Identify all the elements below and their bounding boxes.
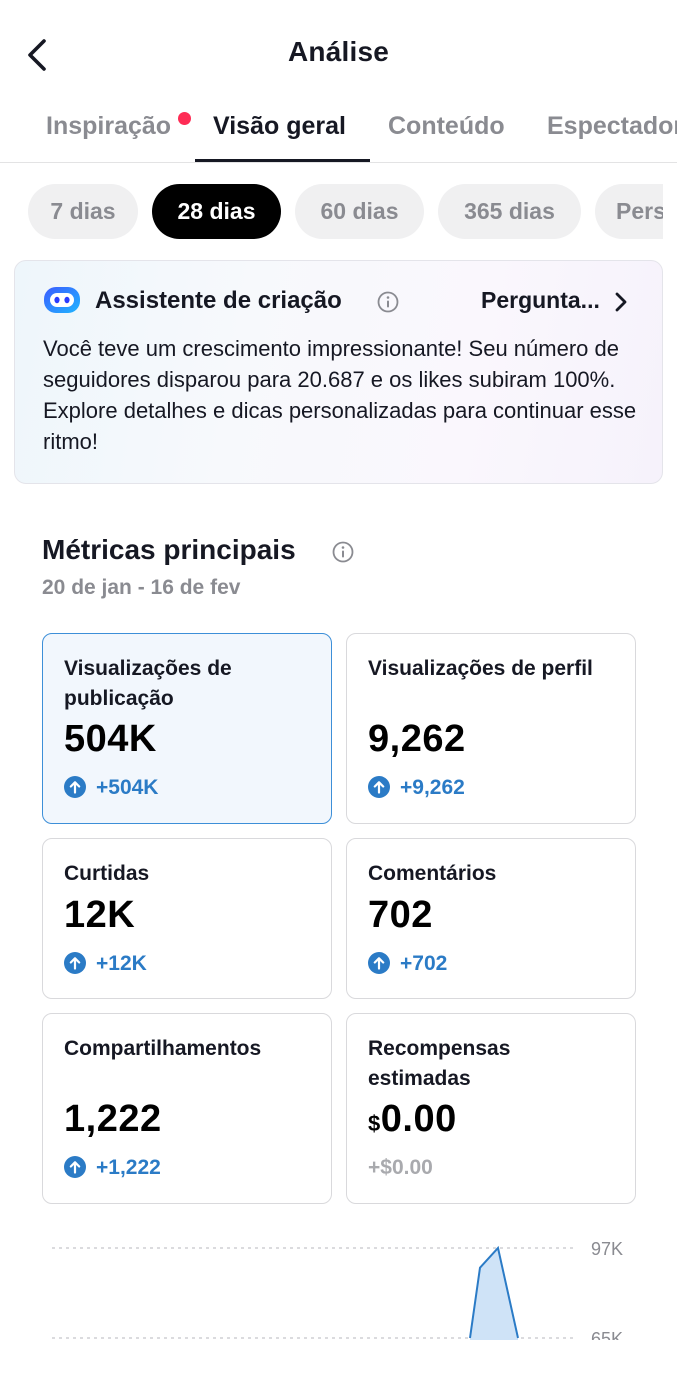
tab-conteudo[interactable]: Conteúdo [388,112,505,140]
page-title: Análise [288,36,389,67]
tab-espectadores[interactable]: Espectadores [547,112,677,140]
chevron-right-icon[interactable] [613,291,629,313]
metric-delta: +$0.00 [368,1156,433,1179]
metric-card-likes[interactable]: Curtidas 12K +12K [42,838,332,999]
metric-delta-value: +1,222 [96,1156,161,1179]
chart-y-tick-label: 65K [591,1329,623,1340]
metric-card-estimated-rewards[interactable]: Recompensas estimadas $0.00 +$0.00 [346,1013,636,1204]
metric-value: 12K [64,894,136,936]
metric-value: 702 [368,894,433,936]
metric-delta-value: +504K [96,776,159,799]
metric-value: 9,262 [368,718,466,760]
chart-series-line [469,1245,519,1339]
active-tab-indicator [195,159,370,162]
period-chip-60-dias[interactable]: 60 dias [295,184,424,239]
metric-label: Visualizações de perfil [368,657,593,680]
creation-assistant-card[interactable]: Assistente de criação Pergunta... Você t… [14,260,663,484]
metric-label: Curtidas [64,862,150,885]
metric-delta: +9,262 [368,776,465,800]
metric-value: $0.00 [368,1098,457,1141]
assistant-bot-icon [44,287,80,313]
metrics-chart: 97K 65K [14,1228,663,1340]
metric-delta: +504K [64,776,158,800]
period-chip-365-dias[interactable]: 365 dias [438,184,581,239]
metric-card-shares[interactable]: Compartilhamentos 1,222 +1,222 [42,1013,332,1204]
period-chip-7-dias[interactable]: 7 dias [28,184,138,239]
chart-area-series [470,1248,518,1340]
metric-label: Visualizações de publicação [64,657,232,710]
metric-value: 1,222 [64,1098,162,1140]
info-icon[interactable] [377,291,399,313]
arrow-up-circle-icon [368,952,390,974]
arrow-up-circle-icon [368,776,390,798]
period-selector: 7 dias 28 dias 60 dias 365 dias Personal… [0,184,663,240]
assistant-title: Assistente de criação [95,287,342,314]
tab-bar: Inspiração Visão geral Conteúdo Espectad… [0,100,677,163]
metric-delta: +1,222 [64,1156,161,1180]
metric-delta: +12K [64,952,147,976]
assistant-message: Você teve um crescimento impressionante!… [43,336,637,454]
metrics-date-range: 20 de jan - 16 de fev [42,576,241,599]
period-chip-personalizado[interactable]: Personalizado [595,184,663,239]
metric-card-profile-views[interactable]: Visualizações de perfil 9,262 +9,262 [346,633,636,824]
currency-symbol: $ [368,1111,381,1136]
period-chip-28-dias[interactable]: 28 dias [152,184,281,239]
ask-assistant-link[interactable]: Pergunta... [481,287,600,313]
metric-value: 504K [64,718,157,760]
tab-visao-geral[interactable]: Visão geral [213,112,346,140]
arrow-up-circle-icon [64,1156,86,1178]
metric-label: Recompensas estimadas [368,1037,511,1090]
metric-delta-value: +702 [400,952,448,975]
metric-delta-value: +9,262 [400,776,465,799]
metric-card-post-views[interactable]: Visualizações de publicação 504K +504K [42,633,332,824]
metric-label: Comentários [368,862,497,885]
arrow-up-circle-icon [64,952,86,974]
key-metrics-panel: Métricas principais 20 de jan - 16 de fe… [14,498,663,1340]
metric-delta: +702 [368,952,447,976]
tab-inspiracao[interactable]: Inspiração [46,112,172,140]
chart-plot: 97K 65K [52,1239,623,1340]
info-icon[interactable] [332,541,354,563]
chart-y-tick-label: 97K [591,1239,623,1259]
metric-value-number: 0.00 [380,1098,457,1140]
metric-label: Compartilhamentos [64,1037,262,1060]
metrics-title: Métricas principais [42,534,296,565]
arrow-up-circle-icon [64,776,86,798]
metric-card-comments[interactable]: Comentários 702 +702 [346,838,636,999]
metric-delta-value: +12K [96,952,147,975]
notification-dot [178,112,191,125]
back-arrow-icon[interactable] [22,36,54,74]
top-bar: Análise [0,0,677,100]
